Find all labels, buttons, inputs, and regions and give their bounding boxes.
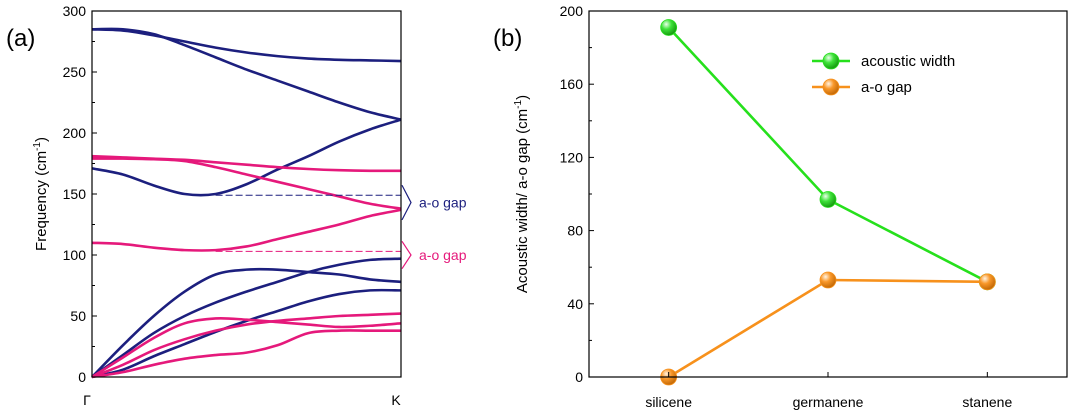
x-tick-label: stanene: [962, 394, 1012, 410]
series-line-2: [667, 278, 988, 379]
panel-b-label: (b): [493, 25, 522, 52]
legend-marker-2: [822, 78, 840, 96]
y-tick-label: 200: [63, 125, 87, 141]
x-tick-label: K: [391, 392, 401, 408]
y-tick-label: 0: [78, 369, 86, 385]
phonon-branch-1: [91, 28, 402, 63]
y-tick-label: 0: [575, 369, 583, 385]
y-tick-label: 120: [560, 149, 584, 165]
phonon-branch-5: [91, 157, 402, 210]
panel-b-y-ticks: 0 40 80 120 160 200: [560, 3, 594, 385]
panel-a-annotations: a-o gap a-o gap: [401, 184, 467, 269]
legend-marker-1: [822, 52, 840, 70]
gap-annotation-label-2: a-o gap: [419, 247, 467, 263]
panel-b-y-axis-label: Acoustic width/ a-o gap (cm-1): [513, 95, 531, 293]
phonon-branch-3: [91, 118, 402, 197]
y-tick-label: 300: [63, 3, 87, 19]
gap-annotation-label-1: a-o gap: [419, 195, 467, 211]
phonon-branch-9: [91, 288, 402, 379]
series-point-1-1: [660, 19, 678, 36]
phonon-branch-6: [91, 208, 402, 252]
phonon-branch-7: [91, 267, 402, 378]
series-point-2-2: [819, 271, 837, 289]
y-tick-label: 200: [560, 3, 584, 19]
phonon-branch-10: [91, 316, 402, 379]
panel-a-y-axis-label: Frequency (cm-1): [32, 137, 50, 251]
legend-label-2: a-o gap: [861, 79, 912, 96]
y-tick-label: 100: [63, 247, 87, 263]
phonon-branch-2: [91, 27, 402, 121]
panel-a-y-ticks: 0 50 100 150 200 250 300: [63, 3, 97, 385]
series-point-2-3: [978, 273, 996, 291]
legend-label-1: acoustic width: [861, 53, 955, 70]
y-tick-label: 40: [567, 296, 583, 312]
x-tick-label: germanene: [793, 394, 864, 410]
y-tick-label: 150: [63, 186, 87, 202]
phonon-branch-12: [91, 329, 401, 379]
series-point-1-2: [819, 191, 837, 208]
gap-bracket-1: [401, 184, 412, 221]
panel-b-x-ticks: silicene germanene stanene: [645, 372, 1012, 410]
gap-bracket-2: [401, 241, 412, 269]
panel-a-label: (a): [6, 25, 35, 52]
y-tick-label: 250: [63, 64, 87, 80]
phonon-branch-11: [91, 312, 402, 379]
panel-a-series: [91, 27, 402, 379]
y-tick-label: 80: [567, 223, 583, 239]
panel-b: (b) 0 40 80 120 160 200 silicene germanene stan…: [493, 3, 1068, 410]
panel-b-series: [660, 19, 996, 386]
phonon-branch-8: [91, 257, 402, 379]
panel-a-gap-lines: [215, 194, 401, 252]
y-tick-label: 50: [70, 308, 86, 324]
x-tick-label: Γ: [83, 392, 91, 408]
y-tick-label: 160: [560, 76, 584, 92]
panel-b-legend: acoustic width a-o gap: [812, 52, 955, 96]
x-tick-label: silicene: [645, 394, 692, 410]
